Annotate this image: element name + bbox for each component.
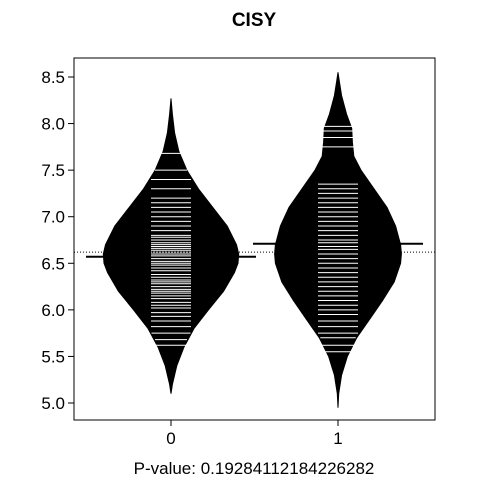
y-tick-label: 5.0 — [41, 394, 65, 413]
x-tick-label: 1 — [333, 429, 342, 448]
x-axis-label: P-value: 0.19284112184226282 — [134, 459, 375, 478]
y-tick-label: 6.5 — [41, 254, 65, 273]
x-tick-label: 0 — [166, 429, 175, 448]
y-tick-label: 7.5 — [41, 161, 65, 180]
y-tick-label: 8.0 — [41, 115, 65, 134]
y-tick-label: 6.0 — [41, 301, 65, 320]
y-tick-label: 5.5 — [41, 347, 65, 366]
chart-title: CISY — [232, 10, 277, 31]
plot-frame — [73, 57, 436, 421]
axes: 5.0 5.5 6.0 6.5 7.0 7.5 8.0 8.5 0 1 — [41, 68, 342, 448]
y-tick-label: 8.5 — [41, 68, 65, 87]
y-tick-label: 7.0 — [41, 208, 65, 227]
plot-area — [74, 72, 435, 408]
